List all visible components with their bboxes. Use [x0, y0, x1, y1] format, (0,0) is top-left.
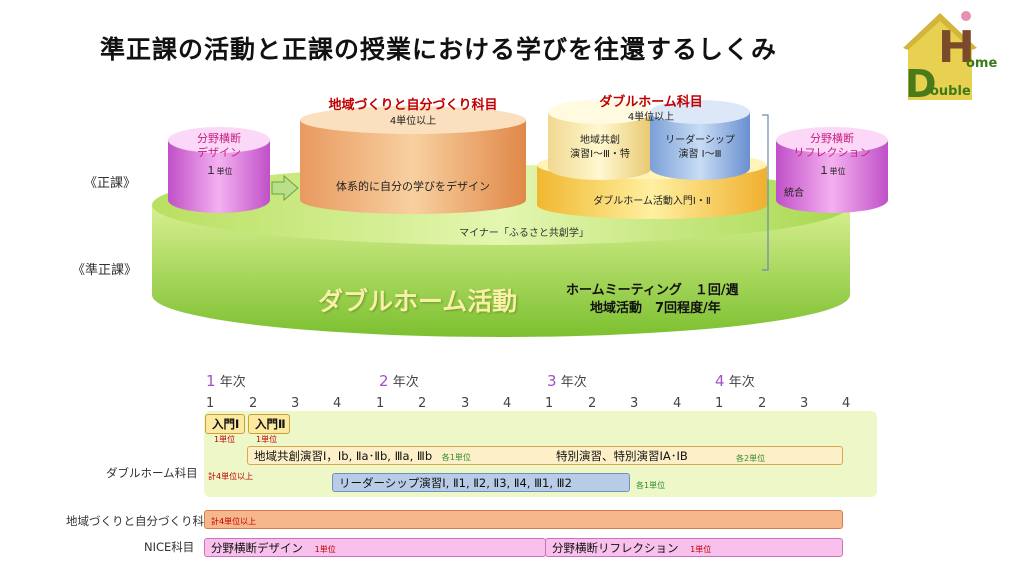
nyumon2-credit: 1単位 [256, 435, 278, 444]
seika-label: 《正課》 [84, 176, 137, 191]
nyumon-text: ダブルホーム活動入門Ⅰ・Ⅱ [593, 196, 711, 207]
chiiki-cylinder [300, 106, 526, 214]
tokubetsu-credit: 各2単位 [736, 454, 766, 463]
logo-ome: ome [966, 56, 998, 71]
kyoso-text: 地域共創 演習Ⅰ～Ⅲ・特 [570, 135, 630, 160]
nice-design-bar: 分野横断デザイン 1単位 [204, 538, 546, 557]
term-label: 3 [630, 396, 639, 411]
activity-text: ダブルホーム活動 [318, 287, 518, 316]
chiiki-katsudo-text: 地域活動 7回程度/年 [590, 301, 721, 316]
bracket-line [762, 114, 769, 271]
term-label: 4 [503, 396, 512, 411]
meeting-text: ホームミーティング １回/週 [566, 283, 739, 298]
nyumon1-credit: 1単位 [214, 435, 236, 444]
term-label: 3 [800, 396, 809, 411]
term-label: 4 [842, 396, 851, 411]
togo-text: 統合 [784, 188, 804, 199]
logo-h: H [938, 22, 975, 73]
double-credit: 4単位以上 [627, 112, 675, 123]
leader-cylinder [650, 100, 750, 180]
chiiki-bar: 計4単位以上 [204, 510, 843, 529]
row-label-nice: NICE科目 [144, 540, 195, 554]
term-label: 4 [333, 396, 342, 411]
nyumon1-bar: 入門Ⅰ [205, 414, 245, 434]
double-home-logo [900, 8, 982, 104]
chiiki-body: 体系的に自分の学びをデザイン [336, 180, 490, 193]
kyoso-bar: 地域共創演習Ⅰ，Ⅰb, Ⅱa･Ⅱb, Ⅲa, Ⅲb 各1単位 [247, 446, 843, 465]
kyoso-cylinder [548, 100, 652, 180]
reflection-credit: １単位 [818, 164, 846, 177]
chiiki-credit: 4単位以上 [389, 116, 437, 127]
design-title: 分野横断 デザイン [197, 132, 241, 159]
term-label: 1 [376, 396, 385, 411]
logo-d: D [905, 62, 937, 106]
junseika-label: 《準正課》 [72, 263, 138, 278]
nyumon2-bar: 入門Ⅱ [248, 414, 290, 434]
year-2: 2 年次 [379, 372, 419, 390]
design-credit: １単位 [205, 164, 233, 177]
double-total: 計4単位以上 [208, 472, 254, 481]
row-label-chiiki: 地域づくりと自分づくり科目 [66, 514, 216, 528]
leader-text: リーダーシップ 演習 Ⅰ～Ⅲ [665, 135, 735, 160]
term-label: 3 [461, 396, 470, 411]
double-title: ダブルホーム科目 [599, 95, 703, 110]
term-label: 1 [545, 396, 554, 411]
year-3: 3 年次 [547, 372, 587, 390]
logo-ouble: ouble [930, 84, 971, 99]
leader-credit: 各1単位 [636, 481, 666, 490]
term-label: 2 [418, 396, 427, 411]
year-1: 1 年次 [206, 372, 246, 390]
chiiki-title: 地域づくりと自分づくり科目 [328, 98, 498, 113]
term-label: 2 [758, 396, 767, 411]
design-cylinder [168, 127, 270, 213]
leader-bar: リーダーシップ演習Ⅰ, Ⅱ1, Ⅱ2, Ⅱ3, Ⅱ4, Ⅲ1, Ⅲ2 [332, 473, 630, 492]
tokubetsu-text: 特別演習、特別演習ⅠA･ⅠB [556, 449, 688, 463]
term-label: 2 [249, 396, 258, 411]
reflection-title: 分野横断 リフレクション [793, 132, 871, 159]
page-title: 準正課の活動と正課の授業における学びを往還するしくみ [100, 35, 778, 64]
flow-arrow [271, 174, 299, 202]
term-label: 1 [715, 396, 724, 411]
term-label: 4 [673, 396, 682, 411]
term-label: 3 [291, 396, 300, 411]
nice-reflection-bar: 分野横断リフレクション 1単位 [545, 538, 843, 557]
reflection-cylinder [776, 127, 888, 213]
minor-text: マイナー「ふるさと共創学」 [459, 228, 589, 239]
term-label: 1 [206, 396, 215, 411]
row-label-double: ダブルホーム科目 [106, 466, 198, 480]
term-label: 2 [588, 396, 597, 411]
year-4: 4 年次 [715, 372, 755, 390]
house-icon [903, 11, 977, 100]
